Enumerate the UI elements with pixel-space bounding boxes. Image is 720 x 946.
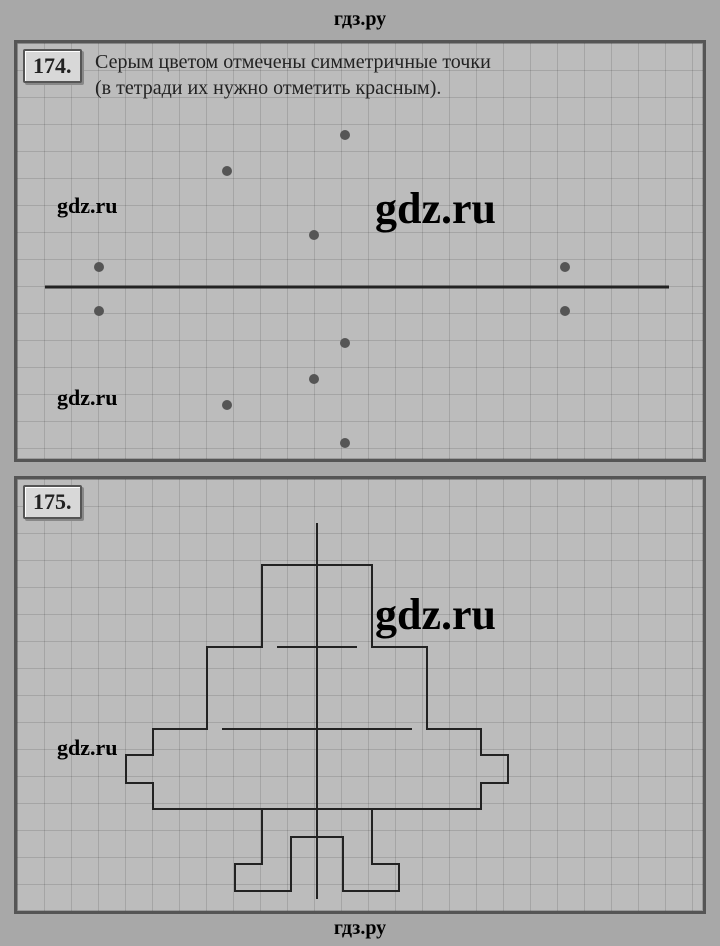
chart-174 — [17, 43, 703, 459]
figure-175 — [17, 479, 703, 911]
site-header: гдз.ру — [0, 8, 720, 31]
task-175-panel: 175. gdz.ru gdz.ru — [14, 476, 706, 914]
page: гдз.ру 174. Серым цветом отмечены симмет… — [0, 0, 720, 946]
task-174-panel: 174. Серым цветом отмечены симметричные … — [14, 40, 706, 462]
site-footer: гдз.ру — [0, 917, 720, 940]
